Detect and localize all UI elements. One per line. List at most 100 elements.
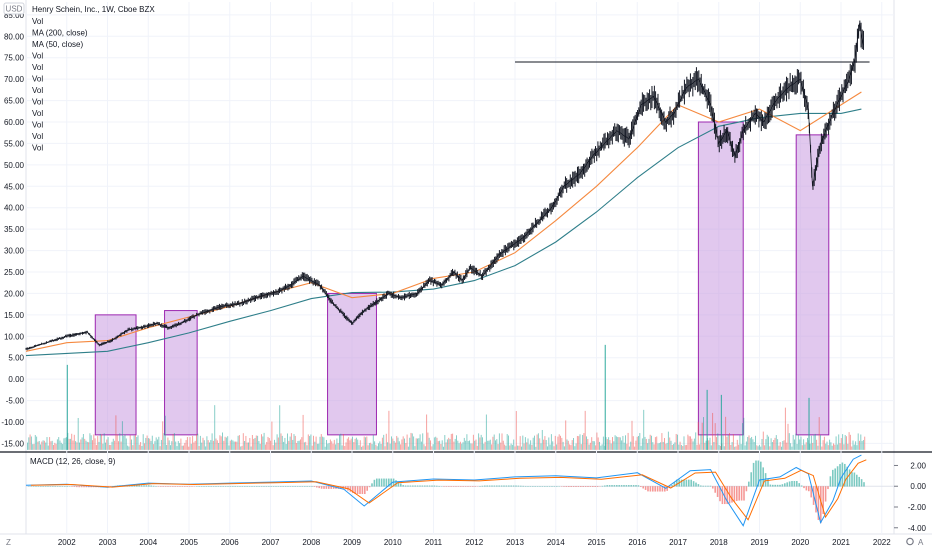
volume-bar [589, 442, 591, 450]
volume-bar [185, 440, 187, 450]
volume-bar [272, 445, 274, 450]
volume-bar [164, 415, 166, 450]
price-series [25, 20, 864, 351]
volume-spike [604, 344, 606, 450]
auto-scale-button[interactable]: A [918, 538, 924, 547]
macd-histogram-bar [815, 486, 817, 513]
legend-item[interactable]: Vol [32, 63, 43, 72]
volume-bar [682, 446, 684, 450]
highlight-region[interactable] [327, 292, 377, 436]
volume-bar [36, 436, 38, 450]
legend-item[interactable]: MA (200, close) [32, 29, 88, 38]
macd-histogram-bar [587, 486, 589, 487]
volume-bar [216, 440, 218, 450]
macd-tick-label: -4.00 [908, 524, 927, 533]
volume-bar [197, 433, 199, 450]
macd-histogram-bar [760, 461, 762, 487]
macd-histogram-bar [349, 486, 352, 492]
macd-histogram-bar [136, 485, 138, 487]
legend-item[interactable]: MA (50, close) [32, 40, 83, 49]
macd-histogram-bar [438, 485, 440, 487]
macd-histogram-bar [385, 478, 388, 487]
settings-button[interactable] [903, 535, 917, 548]
macd-histogram-bar [431, 485, 433, 487]
legend-item[interactable]: Vol [32, 109, 43, 118]
volume-bar [457, 440, 459, 450]
volume-bar [88, 442, 90, 450]
highlight-region[interactable] [697, 121, 744, 436]
volume-bar [552, 441, 554, 450]
volume-bar [101, 434, 103, 450]
volume-bar [713, 441, 715, 450]
volume-bar [102, 443, 104, 450]
macd-histogram-bar [44, 485, 47, 487]
volume-bar [726, 436, 728, 450]
volume-bar [153, 444, 155, 450]
legend-item[interactable]: Vol [32, 98, 43, 107]
volume-bar [738, 444, 740, 450]
volume-bar [788, 433, 790, 450]
volume-bar [378, 443, 379, 450]
volume-bar [471, 443, 473, 450]
volume-bar [545, 440, 547, 450]
volume-bar [361, 446, 363, 450]
highlight-region[interactable] [795, 134, 830, 436]
volume-bar [517, 445, 519, 450]
time-axis[interactable]: 2002 2003 2004 2005 2006 2007 2008 2009 2010 2011… [58, 538, 891, 547]
legend-item[interactable]: Vol [32, 86, 43, 95]
macd-histogram-bar [464, 486, 467, 487]
legend-item[interactable]: Vol [32, 121, 43, 130]
macd-axis[interactable]: 2.00 0.00 -2.00 -4.00 [894, 461, 927, 533]
macd-histogram-bar [697, 484, 700, 487]
macd-histogram-bar [721, 486, 724, 505]
macd-pane [25, 454, 894, 527]
volume-bar [725, 416, 727, 450]
volume-bar [202, 437, 204, 450]
legend-item[interactable]: Vol [32, 132, 43, 141]
legend-item[interactable]: Vol [32, 17, 43, 26]
macd-label[interactable]: MACD (12, 26, close, 9) [30, 457, 116, 466]
macd-histogram-bar [841, 462, 844, 487]
macd-histogram-bar [584, 486, 587, 487]
macd-histogram-bar [548, 485, 551, 487]
volume-bar [821, 446, 823, 450]
macd-histogram-bar [659, 486, 661, 492]
macd-histogram-bar [772, 484, 774, 487]
volume-bar [267, 436, 269, 450]
volume-bar [92, 440, 93, 450]
macd-histogram-bar [54, 485, 56, 487]
volume-bar [370, 442, 372, 450]
volume-bar [601, 444, 603, 450]
volume-bar [446, 439, 448, 450]
volume-bar [141, 445, 143, 450]
volume-bar [305, 441, 307, 450]
volume-bar [411, 433, 413, 450]
legend-item[interactable]: Vol [32, 52, 43, 61]
highlight-region[interactable] [164, 310, 198, 436]
price-axis[interactable]: 85.00 80.00 75.00 70.00 65.00 60.00 55.00 50.00… [1, 11, 24, 449]
legend-item[interactable]: Vol [32, 75, 43, 84]
volume-bar [306, 445, 308, 450]
volume-bar [79, 442, 80, 450]
settings-bg [903, 535, 917, 548]
volume-bar [332, 443, 334, 450]
volume-bar [284, 437, 286, 450]
volume-bar [696, 444, 698, 450]
chart-title[interactable]: Henry Schein, Inc., 1W, Cboe BZX [32, 5, 155, 14]
volume-bar [133, 435, 135, 450]
price-tick-label: 80.00 [4, 32, 25, 41]
macd-histogram-bar [352, 486, 354, 493]
legend-item[interactable]: Vol [32, 144, 43, 153]
price-tick-label: 20.00 [4, 289, 25, 298]
volume-bar [852, 440, 854, 450]
volume-bar [353, 442, 355, 450]
volume-bar [394, 442, 396, 450]
volume-bar [177, 441, 179, 450]
volume-bar [331, 441, 333, 450]
time-tick-label: 2018 [710, 538, 728, 547]
highlight-region[interactable] [94, 314, 137, 436]
timezone-button[interactable]: Z [6, 538, 11, 547]
macd-histogram-bar [258, 485, 260, 487]
volume-bar [557, 436, 559, 450]
macd-histogram-bar [467, 486, 469, 487]
